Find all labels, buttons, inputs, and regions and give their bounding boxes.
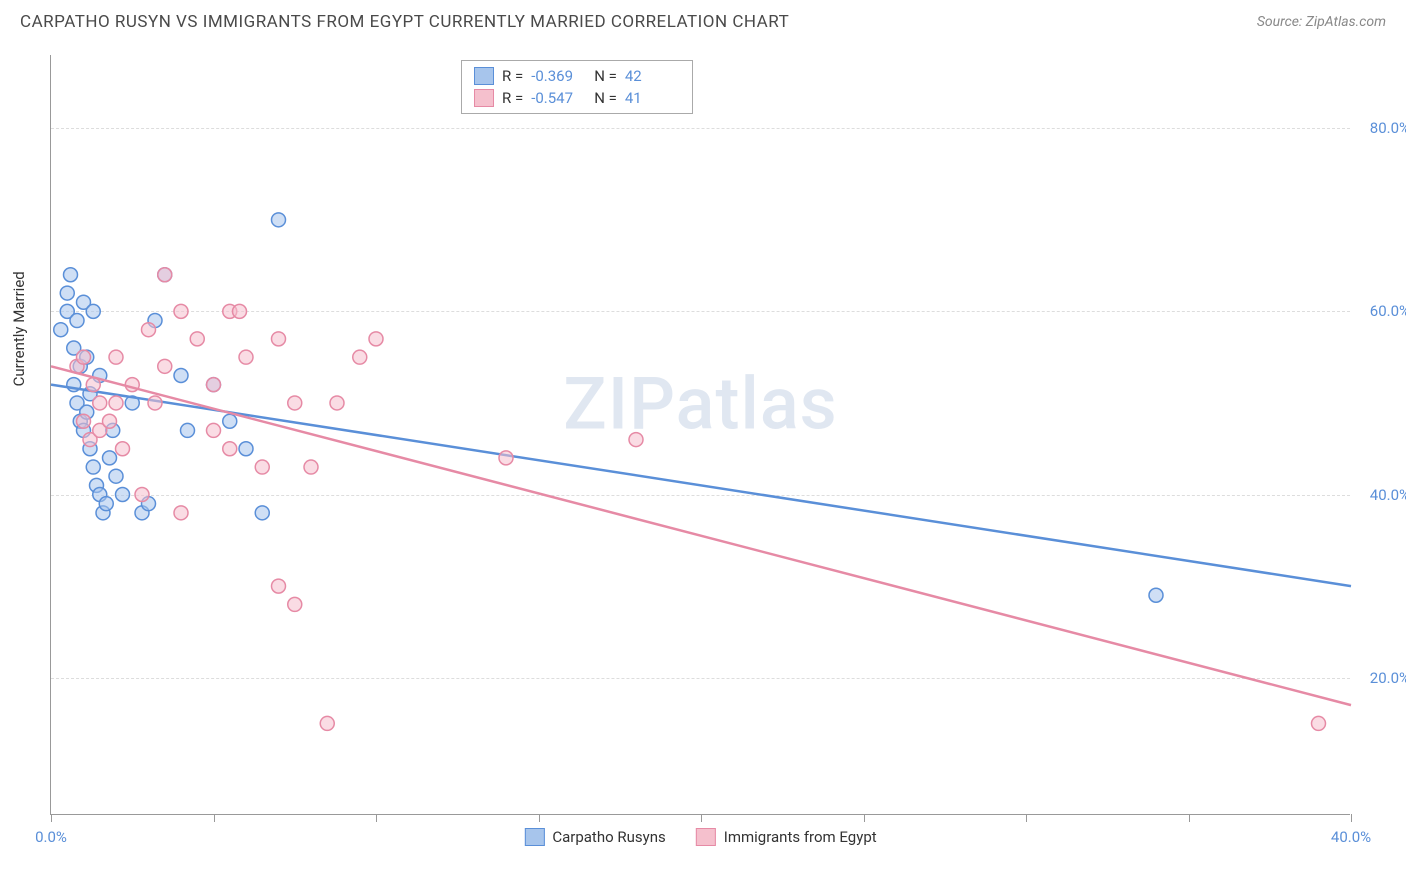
data-point <box>288 396 302 410</box>
data-point <box>116 488 130 502</box>
data-point <box>148 396 162 410</box>
data-point <box>369 332 383 346</box>
data-point <box>54 323 68 337</box>
data-point <box>233 304 247 318</box>
n-value: 42 <box>625 67 680 85</box>
data-point <box>288 597 302 611</box>
x-tick-label: 0.0% <box>35 828 67 846</box>
y-tick-label: 40.0% <box>1355 486 1406 504</box>
data-point <box>239 350 253 364</box>
data-point <box>64 268 78 282</box>
series-legend: Carpatho Rusyns Immigrants from Egypt <box>524 828 876 846</box>
data-point <box>116 442 130 456</box>
n-label: N = <box>594 89 617 107</box>
trend-line <box>51 366 1351 705</box>
x-tick <box>1351 814 1352 822</box>
trend-line <box>51 385 1351 586</box>
y-axis-label: Currently Married <box>10 271 28 386</box>
r-value: -0.369 <box>531 67 586 85</box>
data-point <box>174 304 188 318</box>
x-tick <box>864 814 865 822</box>
data-point <box>207 423 221 437</box>
data-point <box>86 460 100 474</box>
legend-label: Carpatho Rusyns <box>552 828 665 846</box>
data-point <box>174 506 188 520</box>
data-point <box>103 451 117 465</box>
data-point <box>272 213 286 227</box>
r-label: R = <box>502 67 523 85</box>
data-point <box>223 442 237 456</box>
legend-item: Immigrants from Egypt <box>696 828 877 846</box>
n-label: N = <box>594 67 617 85</box>
data-point <box>77 414 91 428</box>
data-point <box>190 332 204 346</box>
data-point <box>207 378 221 392</box>
data-point <box>174 368 188 382</box>
data-point <box>60 286 74 300</box>
data-point <box>99 497 113 511</box>
y-tick-label: 20.0% <box>1355 669 1406 687</box>
data-point <box>320 716 334 730</box>
swatch-icon <box>696 828 716 846</box>
x-tick <box>214 814 215 822</box>
data-point <box>255 506 269 520</box>
data-point <box>330 396 344 410</box>
data-point <box>142 323 156 337</box>
data-point <box>109 469 123 483</box>
chart-plot-area: Currently Married 20.0%40.0%60.0%80.0% Z… <box>50 55 1350 815</box>
data-point <box>109 350 123 364</box>
data-point <box>103 414 117 428</box>
legend-label: Immigrants from Egypt <box>724 828 877 846</box>
correlation-stats-box: R = -0.369 N = 42 R = -0.547 N = 41 <box>461 60 693 114</box>
data-point <box>272 332 286 346</box>
r-value: -0.547 <box>531 89 586 107</box>
data-point <box>255 460 269 474</box>
data-point <box>93 396 107 410</box>
data-point <box>499 451 513 465</box>
data-point <box>1312 716 1326 730</box>
data-point <box>158 268 172 282</box>
legend-item: Carpatho Rusyns <box>524 828 665 846</box>
x-tick <box>376 814 377 822</box>
stats-row-series-1: R = -0.369 N = 42 <box>474 65 680 87</box>
swatch-icon <box>474 89 494 107</box>
x-tick <box>701 814 702 822</box>
r-label: R = <box>502 89 523 107</box>
y-tick-label: 60.0% <box>1355 302 1406 320</box>
swatch-icon <box>474 67 494 85</box>
x-tick <box>539 814 540 822</box>
swatch-icon <box>524 828 544 846</box>
data-point <box>223 414 237 428</box>
n-value: 41 <box>625 89 680 107</box>
chart-header: CARPATHO RUSYN VS IMMIGRANTS FROM EGYPT … <box>0 0 1406 40</box>
data-point <box>181 423 195 437</box>
data-point <box>77 350 91 364</box>
x-tick <box>51 814 52 822</box>
data-point <box>353 350 367 364</box>
data-point <box>70 314 84 328</box>
y-tick-label: 80.0% <box>1355 119 1406 137</box>
data-point <box>135 488 149 502</box>
x-tick <box>1026 814 1027 822</box>
source-attribution: Source: ZipAtlas.com <box>1257 14 1386 30</box>
data-point <box>629 433 643 447</box>
data-point <box>304 460 318 474</box>
data-point <box>272 579 286 593</box>
data-point <box>239 442 253 456</box>
chart-title: CARPATHO RUSYN VS IMMIGRANTS FROM EGYPT … <box>20 12 789 32</box>
stats-row-series-2: R = -0.547 N = 41 <box>474 87 680 109</box>
data-point <box>86 304 100 318</box>
scatter-plot-svg <box>51 55 1350 814</box>
data-point <box>109 396 123 410</box>
data-point <box>158 359 172 373</box>
data-point <box>1149 588 1163 602</box>
x-tick-label: 40.0% <box>1331 828 1371 846</box>
x-tick <box>1189 814 1190 822</box>
